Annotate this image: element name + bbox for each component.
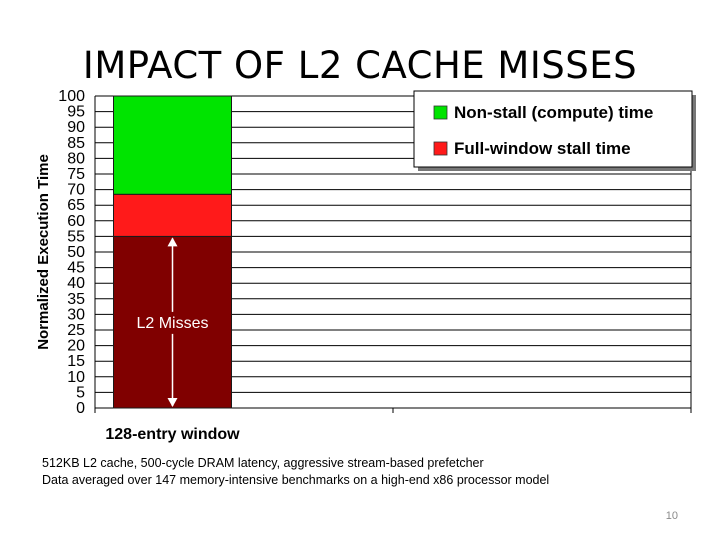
legend-entry: Full-window stall time — [454, 139, 631, 158]
bar-segment-2 — [113, 95, 232, 195]
y-tick-label: 45 — [67, 260, 85, 277]
annotation-label: L2 Misses — [136, 315, 208, 332]
y-tick-label: 35 — [67, 291, 85, 308]
y-tick-label: 65 — [67, 197, 85, 214]
y-tick-label: 80 — [67, 150, 85, 167]
l2-misses-arrow-head-up — [167, 237, 178, 247]
legend-swatch — [433, 141, 448, 156]
y-tick-label: 60 — [67, 213, 85, 230]
y-tick-label: 30 — [67, 306, 85, 323]
legend-swatch — [433, 105, 448, 120]
x-category-label: 128-entry window — [105, 426, 240, 443]
annotation-label-background — [134, 311, 211, 334]
slide-title: IMPACT OF L2 CACHE MISSES — [82, 44, 638, 87]
y-tick-label: 95 — [67, 104, 85, 121]
l2-misses-arrow-head-down — [167, 398, 178, 407]
y-tick-label: 90 — [67, 119, 85, 136]
bar-segment-1 — [113, 193, 232, 237]
y-tick-label: 85 — [67, 135, 85, 152]
y-tick-label: 0 — [76, 400, 85, 417]
y-tick-label: 40 — [67, 275, 85, 292]
y-tick-label: 20 — [67, 338, 85, 355]
legend-box — [413, 90, 693, 168]
legend-entry: Non-stall (compute) time — [454, 103, 653, 122]
y-tick-label: 10 — [67, 369, 85, 386]
y-tick-label: 75 — [67, 166, 85, 183]
footnote-benchmarks: Data averaged over 147 memory-intensive … — [42, 473, 550, 487]
y-tick-label: 100 — [58, 88, 85, 105]
footnote-config: 512KB L2 cache, 500-cycle DRAM latency, … — [42, 456, 484, 470]
y-tick-label: 50 — [67, 244, 85, 261]
y-tick-label: 5 — [76, 384, 85, 401]
y-tick-label: 15 — [67, 353, 85, 370]
page-number: 10 — [665, 510, 678, 522]
y-tick-label: 70 — [67, 182, 85, 199]
y-axis-label: Normalized Execution Time — [35, 154, 52, 350]
y-tick-label: 55 — [67, 228, 85, 245]
y-tick-label: 25 — [67, 322, 85, 339]
